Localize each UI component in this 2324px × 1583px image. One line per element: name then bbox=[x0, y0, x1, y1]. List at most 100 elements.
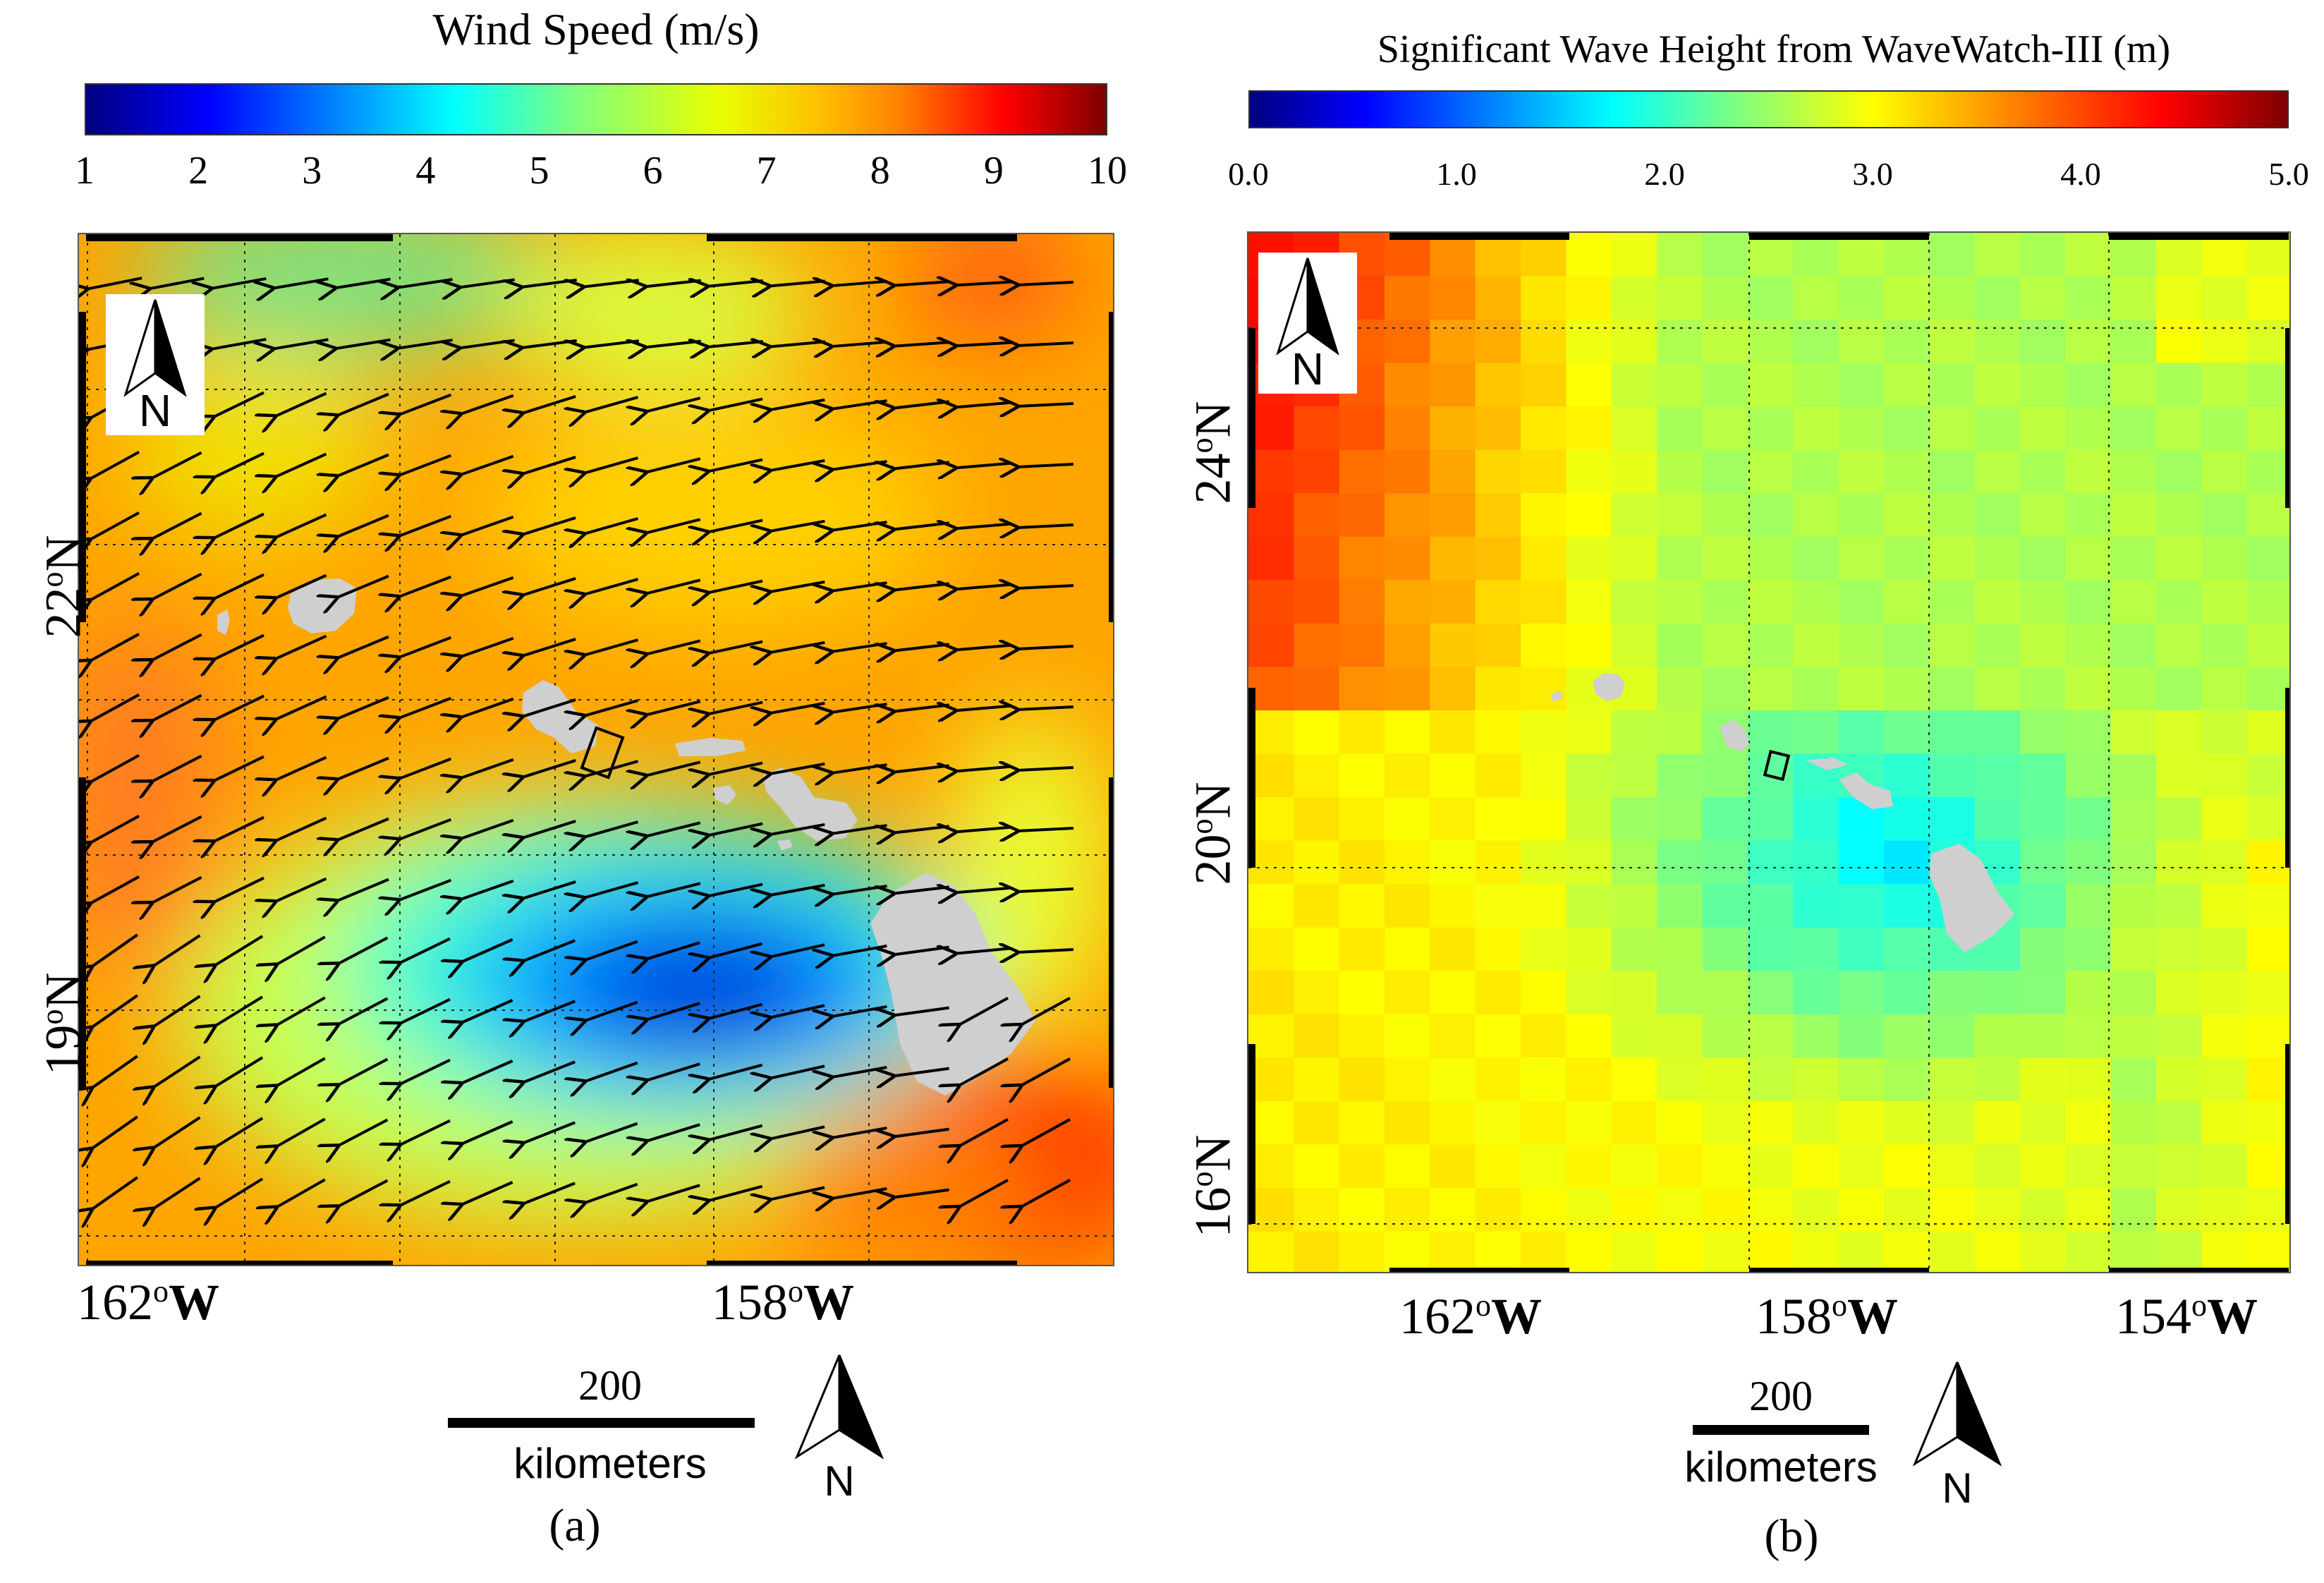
wind-arrow bbox=[959, 1178, 1009, 1208]
wave-cell bbox=[2156, 320, 2202, 364]
wind-arrow bbox=[213, 815, 264, 842]
wind-arrow bbox=[336, 574, 389, 598]
wave-cell bbox=[2201, 233, 2248, 277]
wind-arrow bbox=[646, 1184, 700, 1202]
wave-cell bbox=[2156, 753, 2202, 798]
wave-cell bbox=[1793, 1187, 1839, 1232]
wave-cell bbox=[2065, 667, 2112, 711]
wave-cell bbox=[1747, 623, 1794, 667]
wave-cell bbox=[1294, 536, 1340, 581]
wave-cell bbox=[1339, 667, 1385, 711]
wave-cell bbox=[1929, 406, 1976, 451]
wind-arrow bbox=[90, 511, 140, 540]
wave-cell bbox=[1974, 971, 2021, 1015]
wind-arrow bbox=[399, 878, 452, 901]
wave-cell bbox=[2201, 797, 2248, 842]
wave-cell bbox=[1566, 276, 1612, 320]
wave-cell bbox=[1294, 1100, 1340, 1145]
wave-cell bbox=[1747, 1057, 1794, 1102]
island-hawaii bbox=[1930, 844, 2014, 952]
wave-cell bbox=[1793, 1014, 1839, 1058]
wave-cell bbox=[2019, 927, 2066, 971]
north-arrow-label: N bbox=[138, 385, 172, 436]
wind-lat-label-22: 22oN bbox=[35, 535, 92, 638]
wave-cell bbox=[2110, 233, 2157, 277]
wind-colorbar-tick: 5 bbox=[529, 149, 549, 193]
wave-cell bbox=[1248, 667, 1294, 711]
wave-cell bbox=[1430, 710, 1476, 755]
wind-arrow bbox=[213, 391, 264, 418]
wave-cell bbox=[1838, 623, 1885, 667]
wave-cell bbox=[1248, 580, 1294, 624]
wave-cell bbox=[1248, 536, 1294, 581]
wind-arrow bbox=[1021, 1057, 1071, 1086]
wind-colorbar-tick: 9 bbox=[983, 149, 1004, 193]
wind-arrow bbox=[153, 1177, 201, 1209]
wind-arrow bbox=[90, 571, 140, 601]
wind-arrow bbox=[522, 638, 576, 656]
wave-cell bbox=[1883, 927, 1930, 971]
wind-arrow bbox=[275, 634, 327, 660]
wind-arrow bbox=[336, 392, 389, 416]
wave-cell bbox=[1475, 1100, 1521, 1145]
wind-arrow bbox=[213, 451, 264, 478]
wind-arrow bbox=[584, 1182, 638, 1203]
wave-cell bbox=[1339, 797, 1385, 842]
wind-arrow bbox=[151, 572, 202, 600]
wave-cell bbox=[1521, 493, 1566, 538]
wave-cell bbox=[1702, 536, 1748, 581]
wave-cell bbox=[1657, 884, 1703, 928]
wave-cell bbox=[1747, 493, 1794, 538]
wave-lon-label-162: 162oW bbox=[1399, 1288, 1542, 1345]
wave-cell bbox=[2246, 1144, 2289, 1189]
wave-cell bbox=[1248, 1057, 1294, 1102]
wave-cell bbox=[2201, 971, 2248, 1015]
wave-cell bbox=[1339, 1187, 1385, 1232]
island-maui bbox=[1839, 772, 1893, 809]
wave-cell bbox=[1929, 493, 1976, 538]
wave-cell bbox=[1475, 1057, 1521, 1102]
wave-cell bbox=[2201, 449, 2248, 494]
wind-arrow bbox=[151, 815, 202, 843]
wave-cell bbox=[2110, 1014, 2157, 1058]
wave-scale-north: N bbox=[1904, 1358, 2010, 1520]
wind-arrow bbox=[336, 756, 389, 780]
wave-cell bbox=[1702, 971, 1748, 1015]
wind-arrow bbox=[645, 639, 701, 654]
wind-arrow bbox=[213, 755, 264, 782]
wave-cell bbox=[2156, 797, 2202, 842]
wave-cell bbox=[1475, 320, 1521, 364]
wind-colorbar bbox=[85, 83, 1107, 135]
wind-arrow bbox=[213, 876, 264, 903]
wind-arrow bbox=[959, 1057, 1009, 1086]
wave-cell bbox=[1475, 667, 1521, 711]
wave-lat-label-24: 24oN bbox=[1184, 401, 1241, 504]
wave-cell bbox=[1294, 667, 1340, 711]
wave-cell bbox=[1566, 1187, 1612, 1232]
wave-cell bbox=[1566, 1057, 1612, 1102]
wave-cell bbox=[1339, 840, 1385, 885]
wave-cell bbox=[2110, 884, 2157, 928]
wave-cell bbox=[1657, 623, 1703, 667]
wind-arrow bbox=[399, 514, 452, 537]
wave-cell bbox=[1883, 1100, 1930, 1145]
wave-cell bbox=[2201, 536, 2248, 581]
wave-cell bbox=[1611, 493, 1657, 538]
wave-cell bbox=[2065, 320, 2112, 364]
wave-cell bbox=[1430, 753, 1476, 798]
wave-cell bbox=[1747, 884, 1794, 928]
wind-arrow bbox=[151, 754, 202, 782]
wind-arrow bbox=[584, 638, 639, 655]
wave-cell bbox=[1974, 536, 2021, 581]
wave-cell bbox=[1883, 363, 1930, 407]
wave-cell bbox=[1385, 536, 1430, 581]
wave-cell bbox=[1385, 1100, 1430, 1145]
wave-cell bbox=[1521, 1187, 1566, 1232]
wave-cell bbox=[1430, 971, 1476, 1015]
wave-cell bbox=[1248, 1231, 1294, 1272]
wave-cell bbox=[1521, 580, 1566, 624]
wave-cell bbox=[2065, 927, 2112, 971]
wave-cell bbox=[1248, 1014, 1294, 1058]
wave-cell bbox=[1793, 580, 1839, 624]
wave-cell bbox=[2201, 493, 2248, 538]
